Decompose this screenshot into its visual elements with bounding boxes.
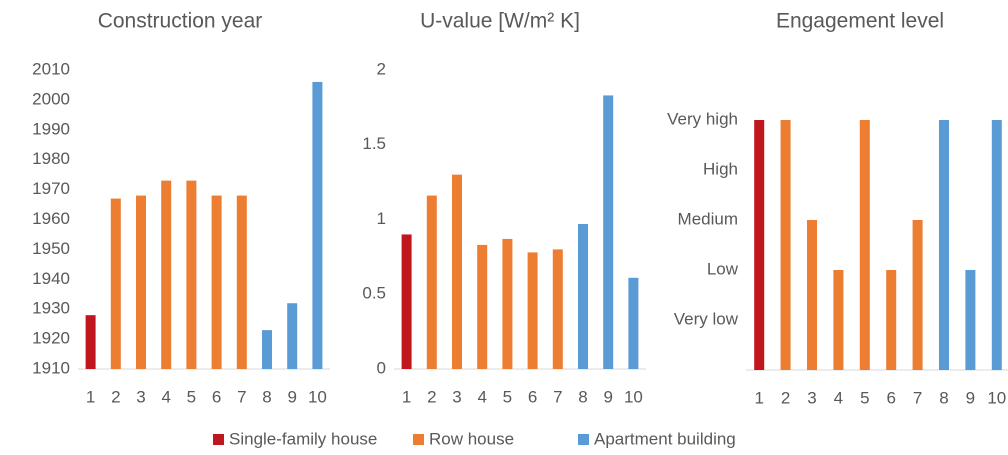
y-tick-label: 1 [377, 209, 386, 228]
y-tick-label: 0.5 [362, 284, 386, 303]
y-tick-label: 1920 [32, 329, 70, 348]
bar [939, 120, 949, 370]
y-tick-label: 2000 [32, 89, 70, 108]
x-tick-label: 10 [624, 387, 643, 406]
bar [833, 270, 844, 370]
x-tick-label: 5 [187, 387, 196, 406]
bar [552, 249, 563, 369]
legend-label: Apartment building [594, 429, 736, 448]
x-tick-label: 8 [939, 388, 948, 407]
y-tick-label: 1990 [32, 119, 70, 138]
y-tick-label: Medium [678, 209, 738, 228]
bar [401, 234, 412, 369]
x-tick-label: 8 [578, 387, 587, 406]
chart-title: Engagement level [776, 10, 944, 33]
x-tick-label: 6 [212, 387, 221, 406]
x-tick-label: 5 [503, 387, 512, 406]
bar [287, 303, 298, 369]
y-tick-label: 2010 [32, 59, 70, 78]
y-tick-label: 1960 [32, 209, 70, 228]
x-tick-label: 5 [860, 388, 869, 407]
x-tick-label: 1 [86, 387, 95, 406]
bar [859, 120, 870, 370]
x-tick-label: 6 [886, 388, 895, 407]
x-tick-label: 9 [287, 387, 296, 406]
y-tick-label: 1.5 [362, 134, 386, 153]
y-tick-label: 1930 [32, 299, 70, 318]
x-tick-label: 2 [427, 387, 436, 406]
bar [991, 120, 1002, 370]
bar [886, 270, 897, 370]
bar [527, 252, 538, 369]
bar [965, 270, 976, 370]
x-tick-label: 3 [452, 387, 461, 406]
bar [477, 244, 488, 369]
y-tick-label: 1970 [32, 179, 70, 198]
bar [603, 95, 614, 369]
bar [161, 180, 172, 369]
legend-swatch [578, 434, 589, 445]
chart-title: Construction year [98, 10, 263, 33]
y-tick-label: 1940 [32, 269, 70, 288]
bar [912, 220, 923, 370]
x-tick-label: 3 [807, 388, 816, 407]
bar [628, 277, 639, 369]
bar [211, 195, 222, 369]
x-tick-label: 3 [136, 387, 145, 406]
y-tick-label: Low [707, 259, 739, 278]
bar [780, 120, 791, 370]
x-tick-label: 10 [308, 387, 327, 406]
x-tick-label: 4 [477, 387, 486, 406]
x-tick-label: 7 [913, 388, 922, 407]
x-tick-label: 7 [237, 387, 246, 406]
x-tick-label: 10 [987, 388, 1006, 407]
legend-label: Row house [429, 429, 514, 448]
bar [578, 223, 588, 369]
x-tick-label: 1 [402, 387, 411, 406]
bar [110, 198, 121, 369]
bar [236, 195, 247, 369]
y-tick-label: 1950 [32, 239, 70, 258]
x-tick-label: 9 [966, 388, 975, 407]
legend-swatch [213, 434, 224, 445]
y-tick-label: 1980 [32, 149, 70, 168]
x-tick-label: 8 [262, 387, 271, 406]
bar [452, 174, 462, 369]
chart-title: U-value [W/m² K] [420, 10, 580, 33]
bar [807, 220, 817, 370]
x-tick-label: 4 [161, 387, 170, 406]
bar [136, 195, 146, 369]
legend-label: Single-family house [229, 429, 377, 448]
bar [426, 195, 437, 369]
x-tick-label: 7 [553, 387, 562, 406]
x-tick-label: 2 [781, 388, 790, 407]
x-tick-label: 4 [834, 388, 843, 407]
bar [85, 315, 96, 369]
y-tick-label: Very high [667, 109, 738, 128]
x-tick-label: 9 [603, 387, 612, 406]
y-tick-label: 0 [377, 358, 386, 377]
y-tick-label: High [703, 159, 738, 178]
y-tick-label: 2 [377, 59, 386, 78]
x-tick-label: 2 [111, 387, 120, 406]
y-tick-label: 1910 [32, 358, 70, 377]
bar [754, 120, 765, 370]
x-tick-label: 1 [754, 388, 763, 407]
x-tick-label: 6 [528, 387, 537, 406]
bar [502, 238, 513, 369]
bar [186, 180, 197, 369]
y-tick-label: Very low [674, 309, 739, 328]
legend-swatch [413, 434, 424, 445]
bar [262, 330, 272, 369]
bar [312, 81, 323, 370]
